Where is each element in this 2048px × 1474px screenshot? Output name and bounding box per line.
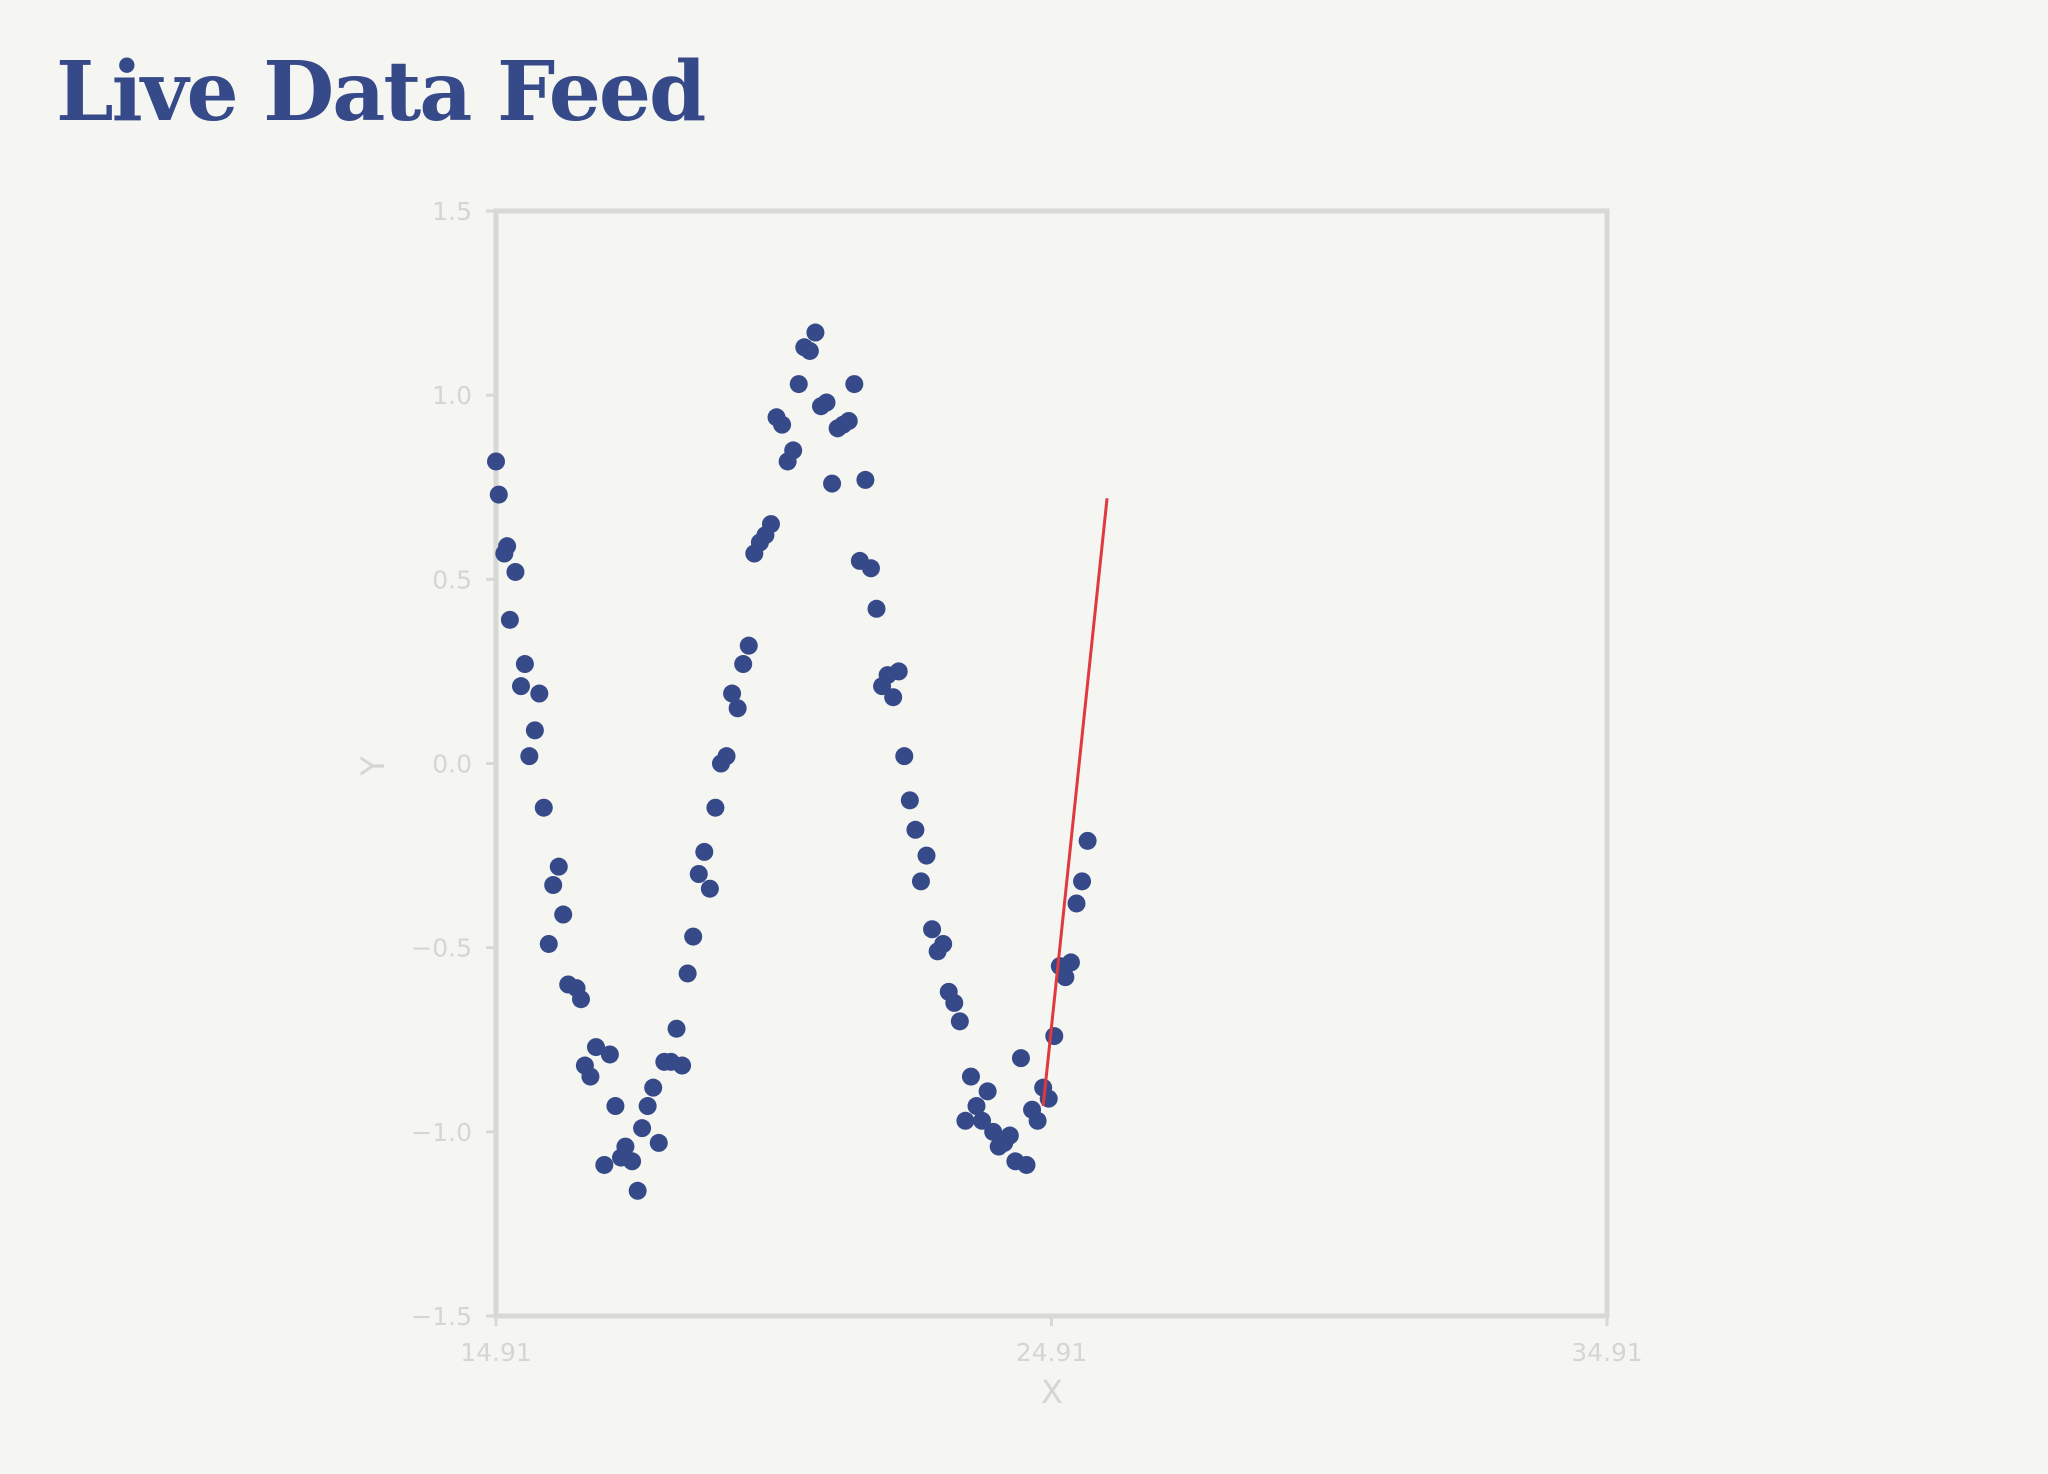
data-point: [554, 905, 573, 924]
x-axis-ticks: 14.91 24.91 34.91: [460, 1316, 1643, 1367]
data-point: [1073, 872, 1092, 891]
data-point: [817, 393, 836, 412]
y-tick-label: 1.0: [432, 381, 472, 410]
data-point: [945, 993, 964, 1012]
data-point: [487, 452, 505, 471]
data-point: [867, 599, 886, 618]
data-point: [800, 341, 819, 360]
data-point: [973, 1111, 992, 1130]
data-point: [900, 791, 919, 810]
x-tick-label: 34.91: [1571, 1338, 1643, 1367]
data-point: [911, 872, 930, 891]
data-point: [700, 879, 719, 898]
data-point: [623, 1152, 642, 1171]
data-point: [734, 655, 753, 674]
data-point: [595, 1155, 614, 1174]
trend-line: [1041, 498, 1109, 1107]
data-point: [845, 375, 864, 394]
data-point: [723, 684, 742, 703]
data-point: [695, 842, 714, 861]
data-point: [1011, 1049, 1030, 1068]
data-point: [600, 1045, 619, 1064]
page-title: Live Data Feed: [56, 44, 706, 140]
data-point: [728, 699, 747, 718]
data-point: [789, 375, 808, 394]
data-point: [525, 721, 544, 740]
y-axis-label: Y: [354, 756, 392, 777]
data-point: [498, 537, 517, 556]
data-point: [673, 1056, 692, 1075]
data-point: [678, 964, 697, 983]
data-point: [1078, 831, 1097, 850]
data-point: [511, 677, 530, 696]
data-point: [923, 920, 942, 939]
data-point: [961, 1067, 980, 1086]
data-point: [1028, 1111, 1047, 1130]
data-point: [739, 636, 758, 655]
data-point: [549, 857, 568, 876]
data-point: [489, 485, 508, 504]
data-point: [506, 562, 525, 581]
y-tick-label: 1.5: [432, 197, 472, 226]
data-points: [487, 323, 1097, 1200]
data-point: [571, 990, 590, 1009]
data-point: [544, 876, 563, 895]
data-point: [1045, 1027, 1064, 1046]
data-point: [706, 798, 725, 817]
data-point: [530, 684, 549, 703]
y-tick-label: −1.5: [411, 1302, 472, 1331]
x-axis-label: X: [1041, 1373, 1063, 1411]
data-point: [934, 934, 953, 953]
data-point: [667, 1019, 686, 1038]
data-point: [978, 1082, 997, 1101]
data-point: [1061, 953, 1080, 972]
x-tick-label: 14.91: [460, 1338, 532, 1367]
data-point: [1056, 968, 1075, 987]
data-point: [515, 655, 534, 674]
data-point: [884, 688, 903, 707]
data-point: [984, 1122, 1003, 1141]
data-point: [539, 934, 558, 953]
data-point: [616, 1137, 635, 1156]
data-point: [633, 1119, 652, 1138]
data-point: [606, 1097, 625, 1116]
data-point: [684, 927, 703, 946]
data-point: [761, 515, 780, 534]
data-point: [906, 820, 925, 839]
data-point: [638, 1097, 657, 1116]
data-point: [520, 747, 539, 766]
y-axis-ticks: −1.5 −1.0 −0.5 0.0 0.5 1.0 1.5: [411, 197, 496, 1331]
data-point: [839, 411, 858, 430]
data-point: [644, 1078, 663, 1097]
data-point: [784, 441, 803, 460]
data-point: [1000, 1126, 1019, 1145]
data-point: [1067, 894, 1086, 913]
data-point: [1017, 1155, 1036, 1174]
y-tick-label: 0.5: [432, 565, 472, 594]
y-tick-label: −0.5: [411, 934, 472, 963]
data-point: [917, 846, 936, 865]
y-tick-label: −1.0: [411, 1118, 472, 1147]
data-point: [889, 662, 908, 681]
data-point: [773, 415, 792, 434]
data-point: [956, 1111, 975, 1130]
data-point: [689, 865, 708, 883]
data-point: [586, 1038, 605, 1057]
data-point: [856, 470, 875, 489]
data-point: [823, 474, 842, 493]
data-point: [967, 1097, 986, 1116]
y-tick-label: 0.0: [432, 750, 472, 779]
data-point: [581, 1067, 600, 1086]
data-point: [861, 559, 880, 578]
data-point: [717, 747, 736, 766]
data-point: [534, 798, 553, 817]
x-tick-label: 24.91: [1016, 1338, 1088, 1367]
data-point: [806, 323, 825, 342]
data-point: [500, 610, 519, 629]
data-point: [895, 747, 914, 766]
data-point: [950, 1012, 969, 1031]
data-point: [628, 1181, 647, 1200]
data-point: [649, 1133, 668, 1152]
